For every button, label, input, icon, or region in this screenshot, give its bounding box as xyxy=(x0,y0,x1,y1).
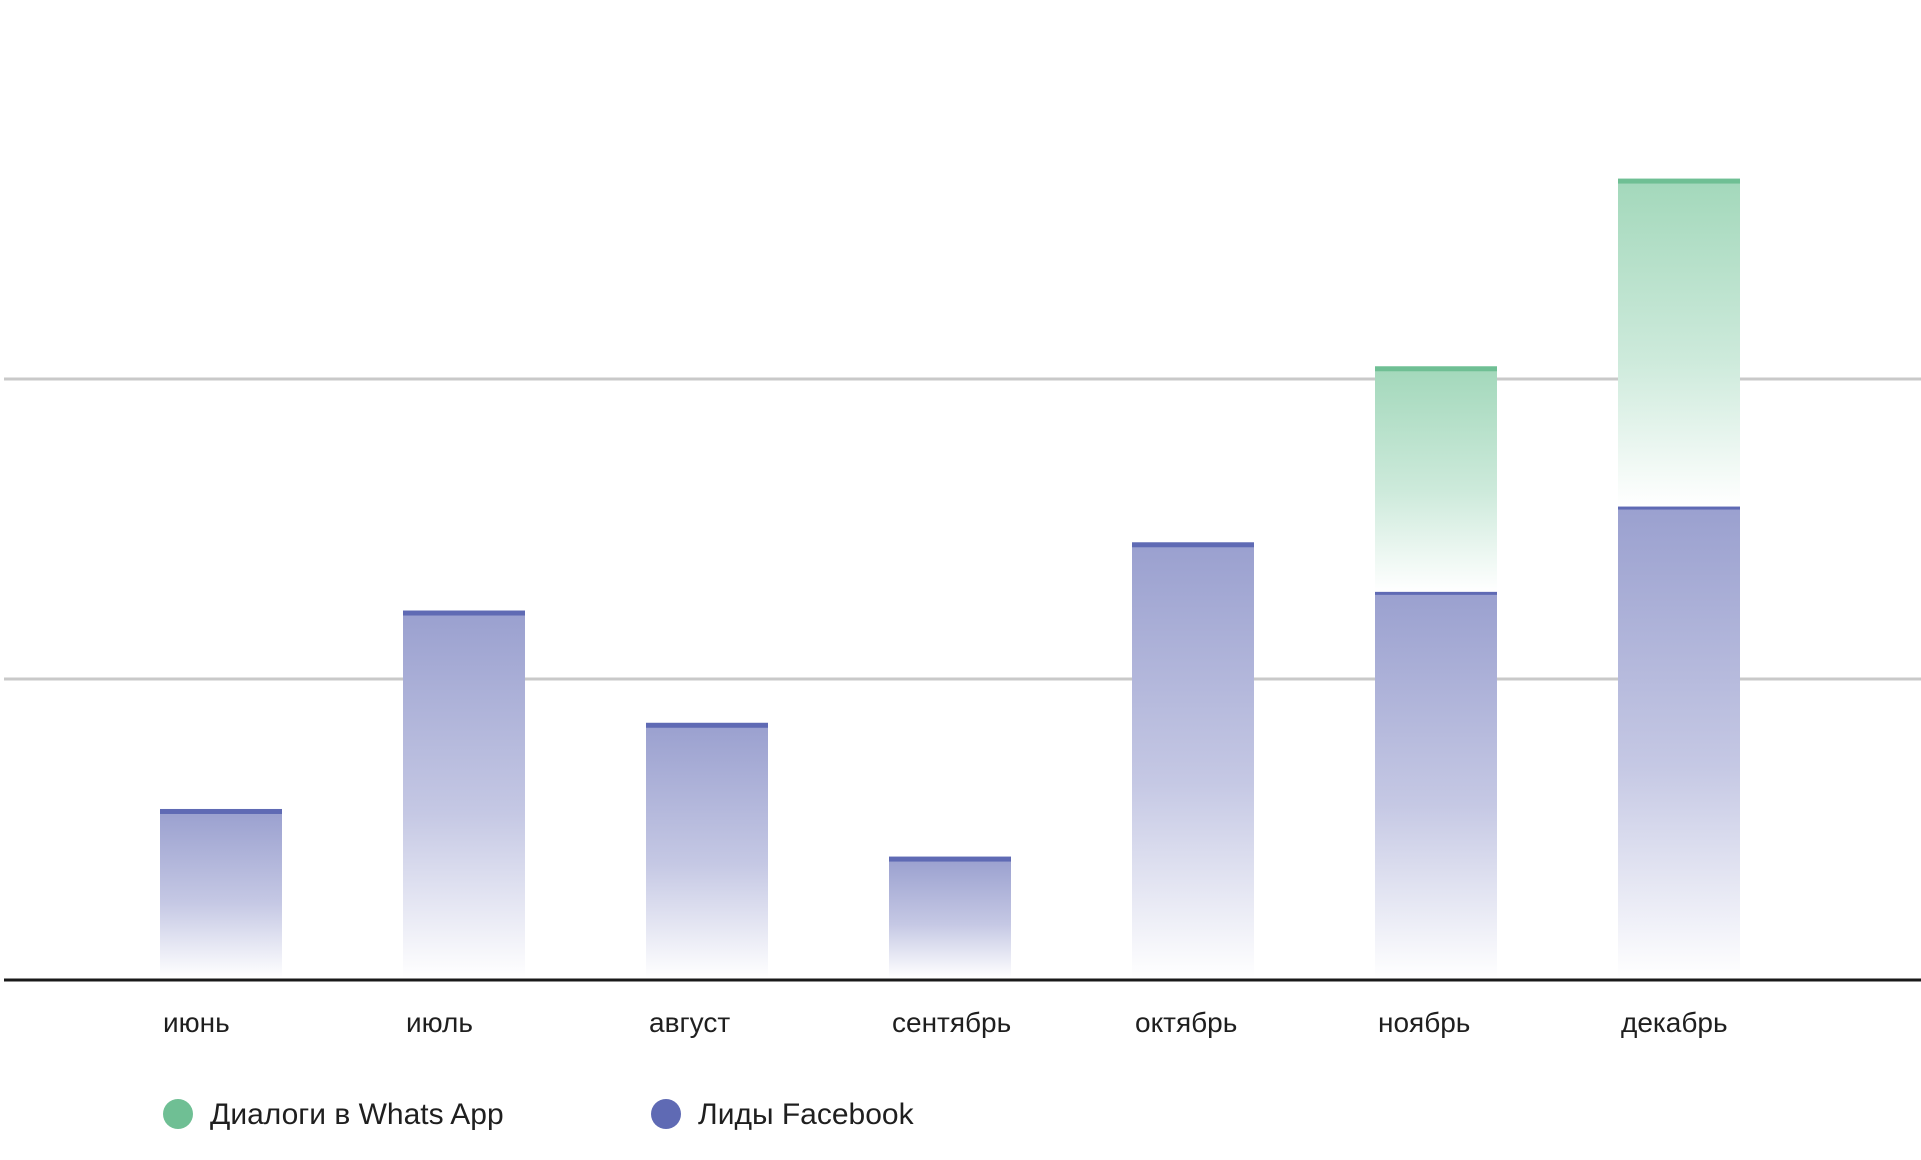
bars xyxy=(160,178,1740,978)
x-tick-labels: июнь июль август сентябрь октябрь ноябрь декаб… xyxy=(163,1007,1728,1038)
bar-cap-whatsapp-6 xyxy=(1618,178,1740,184)
legend-swatch-whatsapp xyxy=(163,1099,193,1129)
bar-facebook-4 xyxy=(1132,544,1254,978)
x-tick-label-4: октябрь xyxy=(1135,1007,1237,1038)
x-tick-label-2: август xyxy=(649,1007,730,1038)
bar-cap-whatsapp-5 xyxy=(1375,366,1497,372)
x-tick-label-3: сентябрь xyxy=(892,1007,1011,1038)
bar-whatsapp-5 xyxy=(1375,368,1497,592)
bar-cap-facebook-3 xyxy=(889,856,1011,862)
x-tick-label-5: ноябрь xyxy=(1378,1007,1470,1038)
bar-cap-facebook-4 xyxy=(1132,542,1254,548)
bar-cap-facebook-5 xyxy=(1375,589,1497,595)
bar-whatsapp-6 xyxy=(1618,180,1740,507)
bar-cap-facebook-2 xyxy=(646,722,768,728)
bar-facebook-3 xyxy=(889,858,1011,978)
legend-label-whatsapp: Диалоги в Whats App xyxy=(210,1098,504,1131)
gridlines xyxy=(4,377,1921,681)
bar-facebook-6 xyxy=(1618,506,1740,978)
bar-facebook-5 xyxy=(1375,591,1497,978)
bar-cap-facebook-0 xyxy=(160,808,282,814)
bar-cap-facebook-1 xyxy=(403,610,525,616)
legend-swatch-facebook xyxy=(651,1099,681,1129)
bar-facebook-0 xyxy=(160,810,282,978)
x-tick-label-6: декабрь xyxy=(1621,1007,1728,1038)
bar-facebook-2 xyxy=(646,724,768,978)
bar-facebook-1 xyxy=(403,612,525,978)
legend: Диалоги в Whats App Лиды Facebook xyxy=(163,1098,915,1131)
x-tick-label-0: июнь xyxy=(163,1007,230,1038)
bar-cap-facebook-6 xyxy=(1618,504,1740,510)
x-tick-label-1: июль xyxy=(406,1007,473,1038)
legend-label-facebook: Лиды Facebook xyxy=(698,1098,915,1131)
